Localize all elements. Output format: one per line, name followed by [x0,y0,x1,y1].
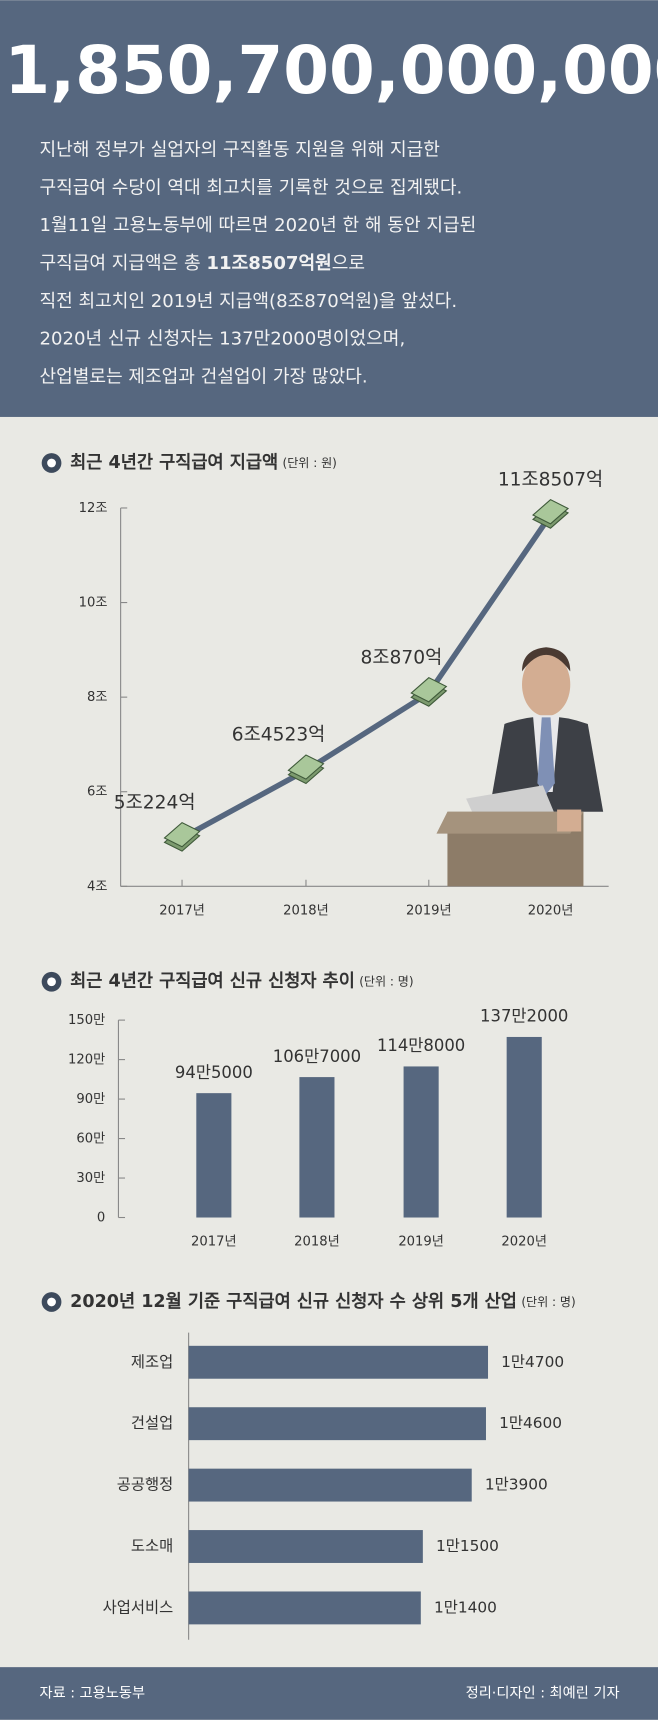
title-text: 2020년 12월 기준 구직급여 신규 신청자 수 상위 5개 산업 [70,1291,517,1312]
value-label: 106만7000 [273,1047,361,1066]
y-tick-label: 0 [97,1211,105,1226]
y-tick-label: 30만 [76,1170,105,1186]
value-label: 8조870억 [361,647,443,668]
x-tick-label: 2017년 [191,1234,237,1250]
source: 자료 : 고용노동부 [39,1684,145,1701]
money-top [163,821,201,848]
title-icon-inner [47,458,56,468]
category-label: 도소매 [131,1537,173,1555]
y-tick-label: 10조 [79,596,108,611]
x-tick-label: 2020년 [501,1234,547,1250]
x-tick-label: 2017년 [159,902,205,918]
bold-text: 11조8507억원 [206,253,331,274]
chart-title: 2020년 12월 기준 구직급여 신규 신청자 수 상위 5개 산업 (단위 :… [70,1291,576,1312]
y-tick-label: 90만 [76,1091,105,1107]
unit: (단위 : 명) [521,1294,575,1308]
y-tick-label: 4조 [87,879,107,894]
chart-title: 최근 4년간 구직급여 신규 신청자 추이 (단위 : 명) [70,971,413,992]
headline-number: 11,850,700,000,000 [0,32,658,109]
unit: (단위 : 원) [283,456,337,470]
paragraph-line: 지난해 정부가 실업자의 구직활동 지원을 위해 지급한 [39,139,439,160]
x-tick-label: 2019년 [406,902,452,918]
value-label: 5조224억 [114,792,196,813]
bar [188,1530,423,1563]
bar [188,1591,421,1625]
x-tick-label: 2018년 [294,1234,340,1250]
bar [403,1066,439,1218]
y-tick-label: 150만 [68,1012,105,1028]
value-label: 1만1400 [434,1598,497,1616]
paragraph-line: 구직급여 수당이 역대 최고치를 기록한 것으로 집계됐다. [39,177,462,198]
bar [299,1077,335,1218]
credit: 정리·디자인 : 최예린 기자 [466,1684,620,1701]
money-top [532,499,570,525]
value-label: 6조4523억 [232,725,326,746]
x-tick-label: 2020년 [528,902,574,918]
title-icon-inner [47,1297,56,1307]
text-segment: 구직급여 지급액은 총 [39,253,206,274]
line [180,513,553,841]
bar [188,1468,472,1502]
value-label: 1만3900 [485,1476,548,1494]
unit: (단위 : 명) [359,974,413,988]
x-tick-label: 2018년 [283,902,329,918]
charts: 최근 4년간 구직급여 지급액 (단위 : 원) 4조 6조 8조 10조 12조 2017년… [41,453,609,1640]
chart-title: 최근 4년간 구직급여 지급액 (단위 : 원) [70,453,337,473]
y-tick-label: 8조 [87,690,107,705]
value-label: 94만5000 [175,1063,253,1082]
category-label: 제조업 [131,1353,173,1371]
paragraph-line: 산업별로는 제조업과 건설업이 가장 많았다. [39,366,367,387]
money-top [287,754,325,780]
money-top [410,677,448,703]
illustration [436,647,604,887]
header-band [0,0,658,417]
category-label: 사업서비스 [103,1598,174,1616]
value-label: 1만4700 [501,1353,564,1371]
category-label: 공공행정 [117,1476,173,1494]
bar [196,1093,232,1218]
paragraph-line: 1월11일 고용노동부에 따르면 2020년 한 해 동안 지급된 [39,215,476,236]
footer-band [0,1667,658,1720]
title-icon-inner [47,977,56,987]
paragraph-line: 구직급여 지급액은 총 11조8507억원으로 [39,253,365,274]
y-tick-label: 120만 [68,1052,105,1068]
y-tick-label: 60만 [76,1131,105,1147]
text-segment: 으로 [332,253,365,274]
title-text: 최근 4년간 구직급여 지급액 [70,453,278,473]
bar [506,1036,542,1218]
value-label: 1만1500 [436,1537,499,1555]
bar [188,1407,486,1441]
bar [188,1345,489,1379]
paragraph-line: 직전 최고치인 2019년 지급액(8조870억원)을 앞섰다. [39,291,457,312]
value-label: 137만2000 [480,1007,568,1026]
x-tick-label: 2019년 [398,1234,444,1250]
y-tick-label: 12조 [79,501,108,516]
title-text: 최근 4년간 구직급여 신규 신청자 추이 [70,971,355,992]
value-label: 114만8000 [377,1036,465,1055]
category-label: 건설업 [131,1414,173,1432]
y-tick-label: 6조 [87,785,107,800]
value-label: 11조8507억 [498,469,603,490]
value-label: 1만4600 [499,1414,562,1432]
paragraph-line: 2020년 신규 신청자는 137만2000명이었으며, [39,329,405,350]
